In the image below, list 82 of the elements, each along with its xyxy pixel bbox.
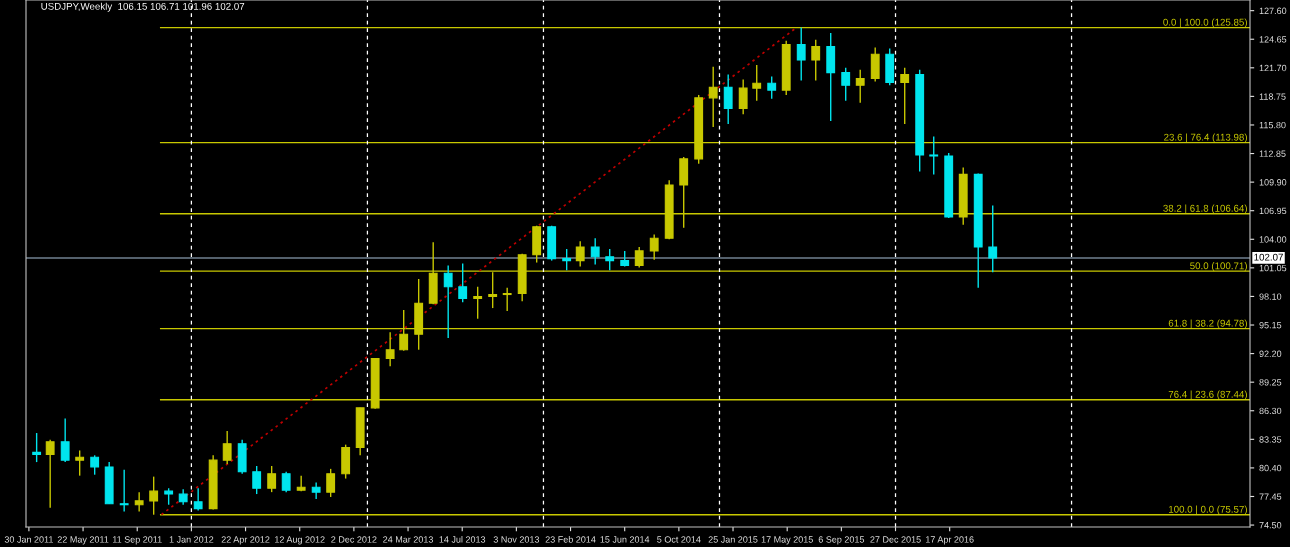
candlestick bbox=[811, 39, 821, 82]
y-tick-label: 104.00 bbox=[1259, 236, 1287, 243]
x-tick-label: 17 May 2015 bbox=[761, 536, 813, 545]
x-tick-label: 24 Mar 2013 bbox=[383, 536, 433, 543]
y-tick-label: 89.25 bbox=[1259, 379, 1282, 386]
y-tick-label: 80.40 bbox=[1259, 464, 1282, 472]
candlestick bbox=[443, 264, 453, 339]
candlestick bbox=[45, 439, 55, 509]
candlestick bbox=[929, 135, 939, 176]
y-tick-label: 101.05 bbox=[1259, 264, 1287, 272]
x-tick-label: 6 Sep 2015 bbox=[818, 536, 865, 545]
x-tick-label: 27 Dec 2015 bbox=[870, 536, 921, 543]
candlestick bbox=[90, 454, 100, 476]
x-tick-label: 12 Aug 2012 bbox=[275, 536, 325, 545]
x-tick-label: 2 Dec 2012 bbox=[331, 536, 377, 543]
x-tick-label: 17 Apr 2016 bbox=[926, 536, 974, 545]
y-tick-label: 115.80 bbox=[1259, 121, 1286, 129]
x-tick-label: 5 Oct 2014 bbox=[657, 536, 701, 543]
candlestick bbox=[738, 78, 748, 116]
x-tick-label: 15 Jun 2014 bbox=[600, 536, 650, 543]
candlestick bbox=[458, 262, 468, 303]
ref-line-label: 102.07 bbox=[1254, 253, 1283, 261]
y-tick-label: 83.35 bbox=[1259, 436, 1282, 443]
y-tick-label: 109.90 bbox=[1259, 179, 1287, 186]
candlestick bbox=[900, 67, 910, 125]
x-tick-label: 11 Sep 2011 bbox=[112, 536, 162, 545]
y-tick-label: 92.20 bbox=[1259, 350, 1282, 357]
candlestick bbox=[222, 430, 232, 465]
candlestick bbox=[149, 475, 159, 516]
candlestick bbox=[252, 465, 262, 495]
candlestick bbox=[385, 331, 395, 367]
candlestick bbox=[193, 487, 203, 512]
candlestick bbox=[988, 204, 998, 273]
candlestick bbox=[723, 73, 733, 125]
x-tick-label: 25 Jan 2015 bbox=[708, 536, 758, 543]
x-tick-label: 22 Apr 2012 bbox=[221, 536, 270, 545]
candlestick bbox=[326, 468, 336, 498]
y-tick-label: 124.65 bbox=[1259, 36, 1287, 43]
ref-line-label: 0.0 | 100.0 (125.85) bbox=[1163, 18, 1247, 28]
y-tick-label: 86.30 bbox=[1259, 407, 1282, 415]
x-tick-label: 3 Nov 2013 bbox=[493, 536, 540, 543]
x-tick-label: 14 Jul 2013 bbox=[439, 536, 486, 543]
candlestick bbox=[32, 432, 42, 463]
candlestick bbox=[502, 287, 512, 312]
candlestick bbox=[605, 248, 615, 271]
y-tick-label: 98.10 bbox=[1259, 293, 1282, 300]
candlestick bbox=[60, 417, 70, 463]
candlestick bbox=[752, 64, 762, 102]
candlestick bbox=[708, 66, 718, 128]
candlestick bbox=[281, 471, 291, 493]
candlestick bbox=[575, 240, 585, 268]
ref-line-label: 50.0 (100.71) bbox=[1190, 262, 1247, 272]
y-tick-label: 77.45 bbox=[1259, 493, 1282, 500]
candlestick bbox=[562, 248, 572, 271]
y-tick-label: 95.15 bbox=[1259, 321, 1282, 329]
y-tick-label: 74.50 bbox=[1259, 522, 1282, 529]
candlestick bbox=[296, 474, 306, 492]
candlestick bbox=[311, 481, 321, 500]
candlestick bbox=[634, 246, 644, 269]
ref-line-label: 23.6 | 76.4 (113.98) bbox=[1164, 133, 1247, 143]
y-tick-label: 106.95 bbox=[1259, 207, 1287, 215]
candlestick bbox=[267, 465, 277, 493]
candlestick bbox=[134, 491, 144, 513]
candlestick bbox=[796, 26, 806, 82]
x-tick-label: 22 May 2011 bbox=[57, 536, 109, 545]
candlestick bbox=[767, 75, 777, 100]
x-tick-label: 23 Feb 2014 bbox=[545, 536, 596, 543]
candlestick bbox=[649, 233, 659, 261]
y-tick-label: 127.60 bbox=[1259, 7, 1287, 15]
y-tick-label: 121.70 bbox=[1259, 64, 1287, 72]
y-tick-label: 118.75 bbox=[1259, 93, 1286, 100]
ref-line-label: 61.8 | 38.2 (94.78) bbox=[1168, 319, 1247, 329]
chart-title: USDJPY,Weekly 106.15 106.71 101.96 102.07 bbox=[41, 2, 245, 12]
x-tick-label: 1 Jan 2012 bbox=[169, 536, 214, 543]
candlestick bbox=[473, 286, 483, 320]
candlestick bbox=[590, 237, 600, 266]
candlestick bbox=[855, 69, 865, 104]
x-tick-label: 30 Jan 2011 bbox=[4, 536, 53, 543]
candlestick bbox=[75, 449, 85, 477]
y-tick-label: 112.85 bbox=[1259, 150, 1286, 157]
candlestick bbox=[119, 469, 129, 513]
candlestick bbox=[841, 67, 851, 102]
